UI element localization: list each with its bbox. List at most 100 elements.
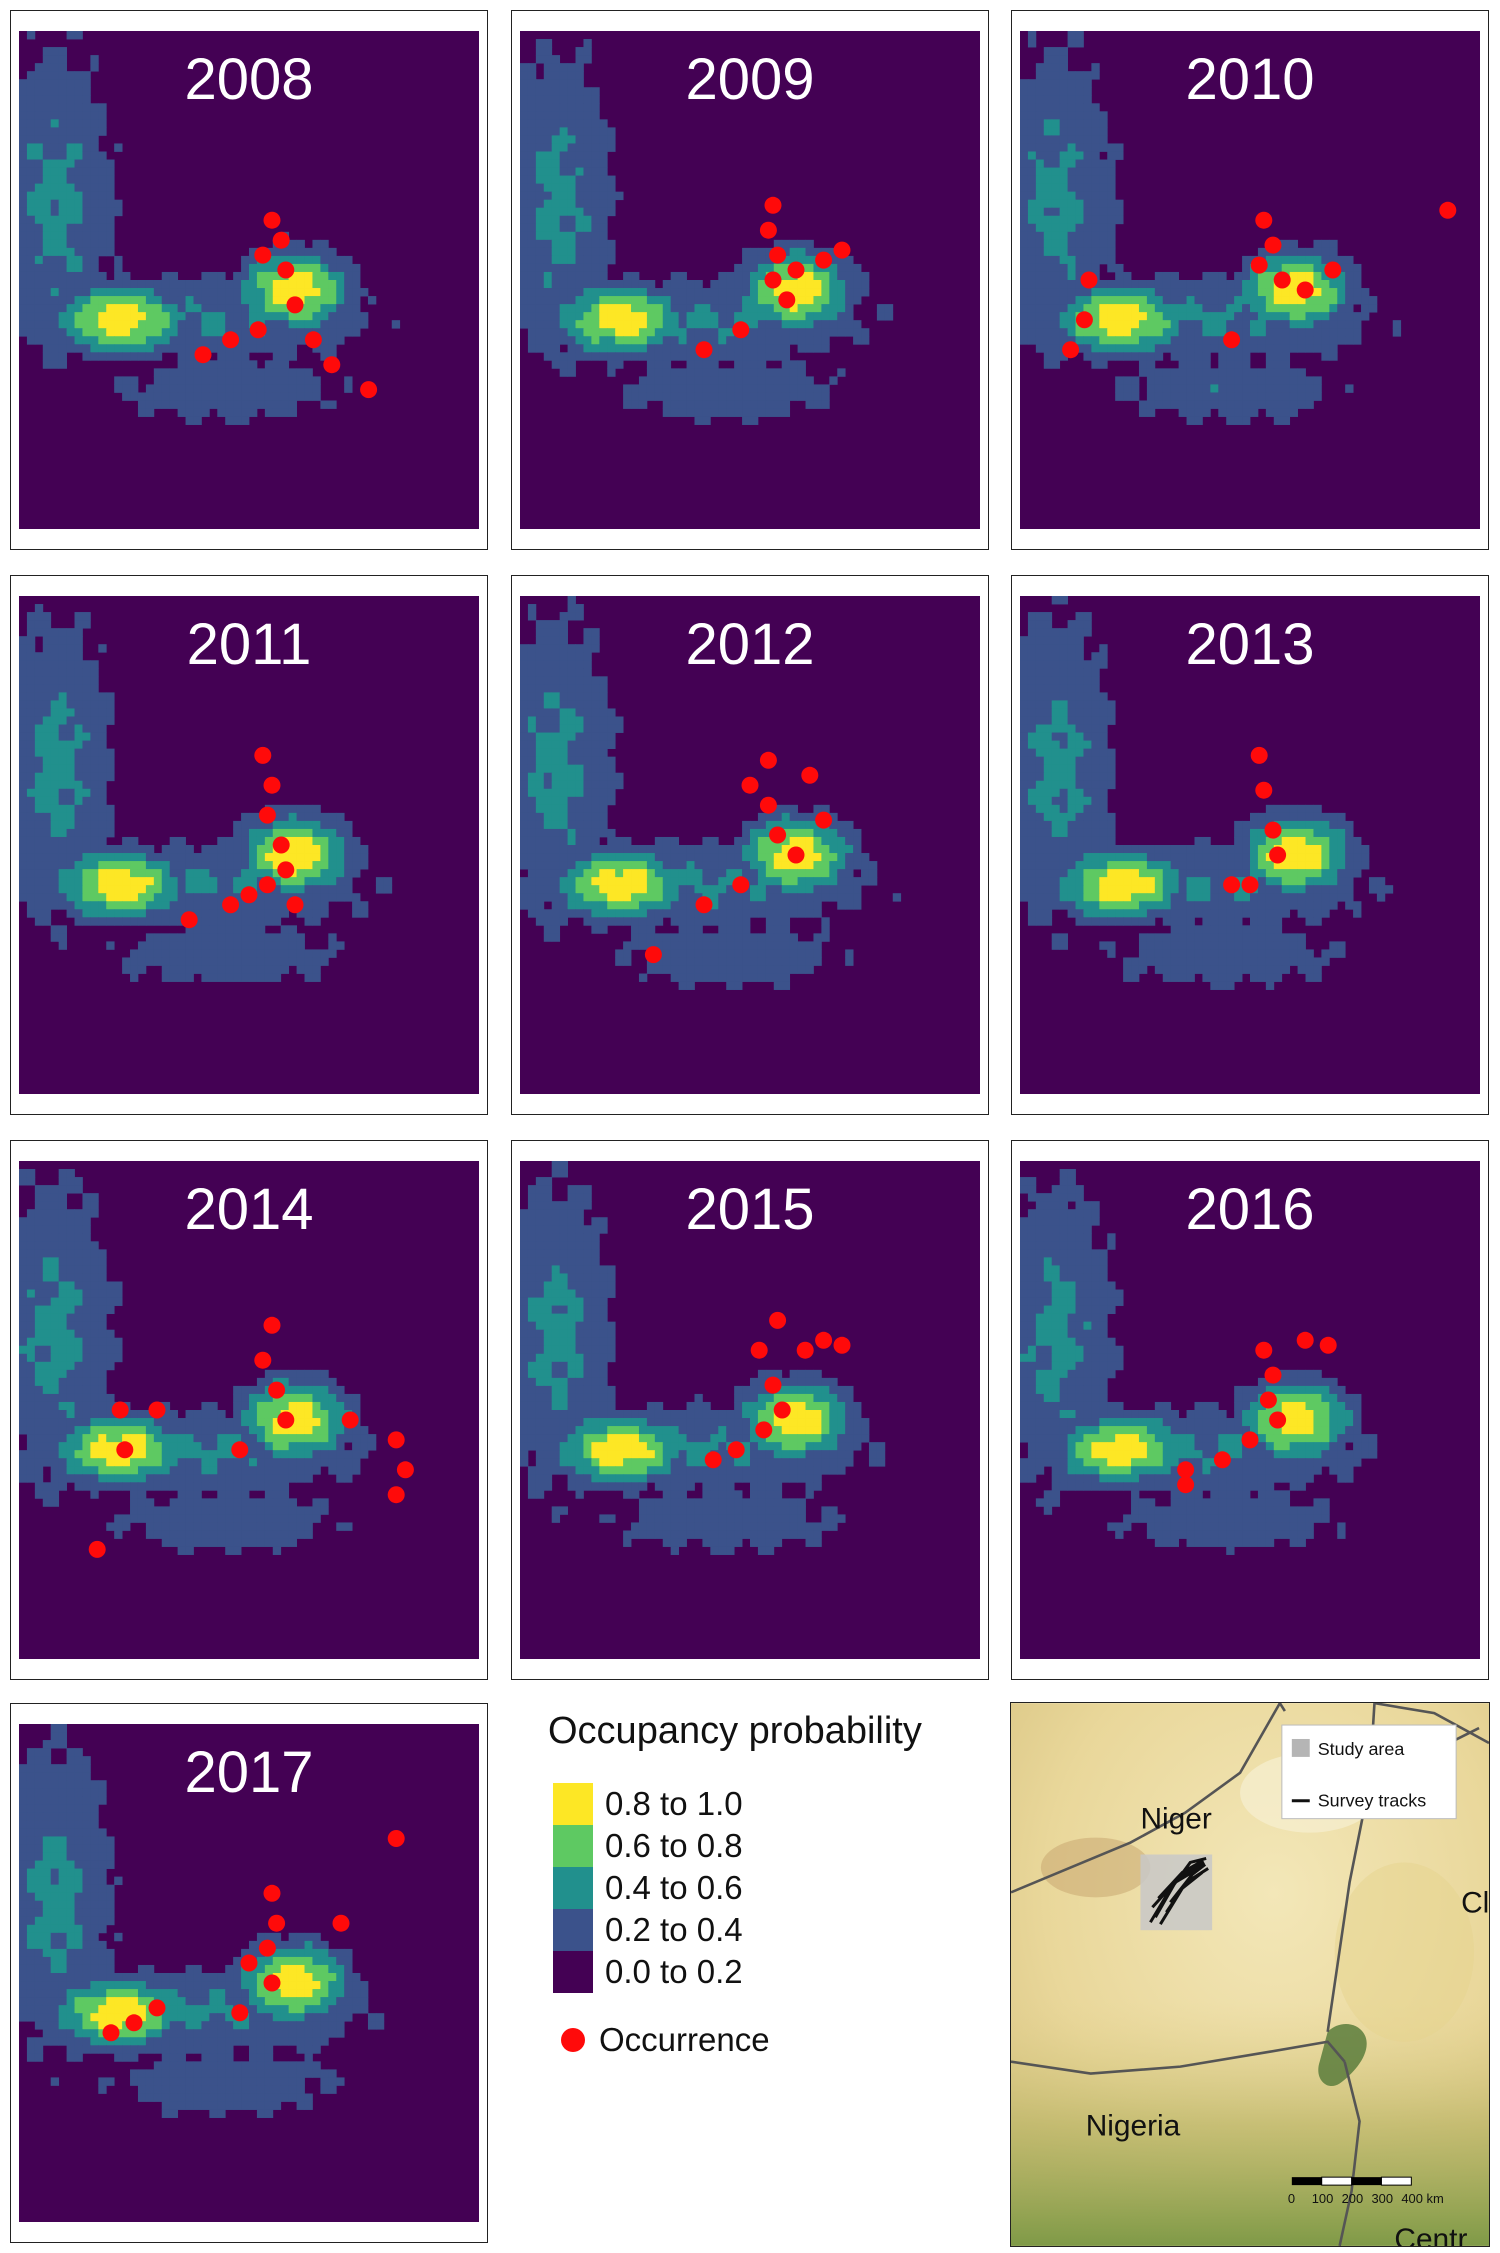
occupancy-cell [797,312,806,321]
occupancy-cell [591,328,600,337]
occupancy-cell [177,836,186,846]
occupancy-cell [1368,296,1378,305]
occupancy-cell [1035,135,1045,144]
occupancy-cell [1154,384,1164,393]
occupancy-cell [1083,223,1092,233]
occupancy-cell [1210,312,1219,321]
occupancy-cell [1020,215,1029,225]
occupancy-cell [1099,296,1108,305]
occupancy-cell [1281,368,1291,377]
occupancy-cell [559,684,568,693]
occurrence-point [741,776,759,794]
occupancy-cell [50,207,60,217]
occupancy-cell [1027,183,1037,193]
occupancy-cell [114,352,123,361]
occupancy-cell [201,320,210,329]
occupancy-cell [312,836,321,846]
occupancy-cell [527,684,537,693]
occupancy-cell [837,861,846,870]
occupancy-cell [607,191,616,201]
occupancy-cell [19,263,28,273]
occupancy-cell [42,676,52,685]
occupancy-cell [98,304,107,313]
occupancy-cell [90,263,99,273]
occupancy-cell [670,957,680,966]
occupancy-cell [551,764,561,774]
year-label: 2009 [685,47,814,112]
occupancy-cell [734,853,743,862]
occupancy-cell [718,392,727,401]
occupancy-cell [1210,384,1219,393]
occupancy-cell [1131,384,1140,393]
occupancy-cell [280,957,290,966]
occupancy-cell [765,288,775,297]
occupancy-cell [34,780,44,790]
occupancy-cell [233,853,242,862]
occupancy-cell [1242,328,1251,337]
occupancy-cell [718,917,727,926]
occupancy-cell [567,127,576,136]
occupancy-cell [352,853,361,862]
occupancy-cell [1289,328,1298,337]
occupancy-cell [821,845,830,854]
occupancy-cell [90,772,99,782]
occupancy-cell [615,360,624,369]
occupancy-cell [1321,271,1330,281]
occupancy-cell [551,901,561,910]
occupancy-cell [797,861,806,870]
occupancy-cell [209,392,218,401]
occupancy-cell [1313,336,1322,345]
occupancy-cell [520,676,529,685]
occupancy-cell [58,845,67,854]
occurrence-point [1250,256,1268,274]
occupancy-cell [1123,328,1132,337]
occupancy-cell [551,652,561,661]
occupancy-cell [161,869,171,878]
occupancy-cell [50,636,60,645]
occupancy-cell [710,941,719,950]
occurrence-point [180,911,198,929]
occupancy-cell [1123,320,1132,329]
occupancy-cell [1194,296,1203,305]
occupancy-cell [82,304,91,313]
occupancy-cell [765,909,775,918]
occupancy-cell [1305,376,1314,385]
occupancy-cell [1059,668,1068,677]
occupancy-cell [520,668,529,677]
occupancy-cell [527,231,537,241]
occupancy-cell [1265,376,1275,385]
occupancy-cell [1035,668,1045,677]
occupancy-cell [1162,280,1172,289]
occupancy-cell [702,853,711,862]
occupancy-cell [1257,336,1267,345]
occupancy-cell [567,103,576,112]
occupancy-cell [280,812,290,822]
occupancy-cell [678,344,687,353]
occupancy-cell [225,973,234,982]
occupancy-cell [90,676,99,685]
occupancy-cell [543,845,553,854]
occupancy-cell [520,756,529,766]
occupancy-cell [559,620,568,629]
occupancy-cell [1234,296,1243,305]
occupancy-cell [26,909,36,918]
occupancy-cell [1281,296,1291,305]
occupancy-cell [1257,280,1267,289]
occupancy-cell [773,973,783,982]
occupancy-cell [272,877,282,886]
occupancy-cell [662,392,672,401]
occupancy-cell [543,796,553,806]
occupancy-cell [82,207,91,217]
occupancy-cell [264,828,274,838]
occupancy-cell [336,861,345,870]
occupancy-cell [520,861,529,870]
occupancy-cell [58,700,67,709]
occupancy-cell [599,740,608,750]
occupancy-cell [670,304,680,313]
occupancy-cell [535,255,545,265]
occupancy-cell [74,151,83,160]
occupancy-cell [193,400,202,409]
occupancy-cell [1337,312,1346,321]
occupancy-cell [145,941,155,950]
occupancy-cell [1170,376,1180,385]
